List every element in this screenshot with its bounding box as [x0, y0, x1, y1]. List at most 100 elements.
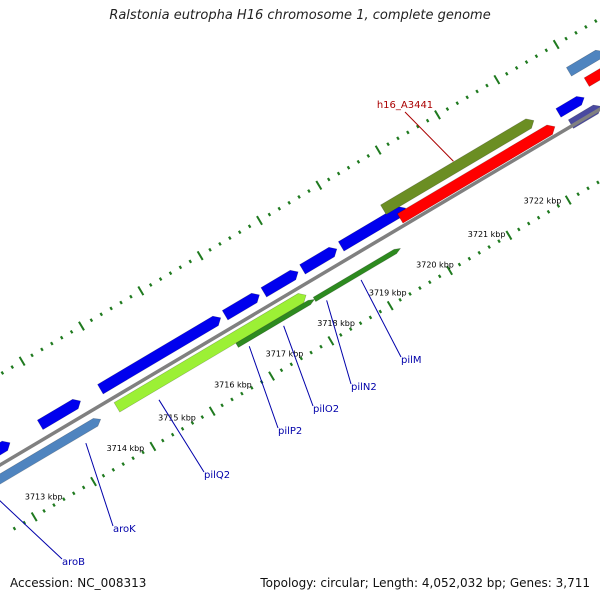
inner-guide-mark — [149, 441, 157, 452]
outer-guide-mark — [196, 250, 204, 261]
gene-label-leader — [248, 346, 279, 429]
outer-guide-mark — [40, 347, 44, 352]
scale-tick-label: 3720 kbp — [416, 260, 454, 269]
outer-guide-mark — [396, 136, 400, 141]
outer-guide-mark — [524, 60, 529, 65]
outer-guide-mark — [59, 335, 64, 340]
inner-guide-mark — [505, 230, 513, 241]
outer-guide-mark — [307, 189, 311, 194]
outer-guide-mark — [445, 107, 450, 111]
inner-guide-mark — [526, 221, 531, 226]
pilP2-gene — [235, 299, 316, 348]
inner-guide-mark — [279, 368, 284, 373]
outer-guide-mark — [109, 306, 113, 311]
inner-guide-mark — [398, 297, 402, 302]
outer-guide-mark — [208, 247, 212, 252]
outer-guide-mark — [129, 294, 133, 299]
inner-guide-mark — [457, 262, 462, 267]
inner-guide-mark — [62, 497, 66, 502]
scale-tick-label: 3713 kbp — [25, 493, 63, 502]
inner-guide-mark — [386, 300, 394, 311]
inner-guide-mark — [477, 250, 482, 255]
inner-guide-mark — [299, 356, 303, 361]
inner-guide-mark — [576, 192, 580, 197]
outer-guide-mark — [374, 145, 382, 155]
inner-guide-mark — [111, 467, 116, 472]
outer-guide-mark — [148, 283, 153, 287]
gene-label: aroK — [113, 524, 136, 535]
gene-label: pilP2 — [278, 426, 302, 437]
outer-guide-mark — [277, 206, 282, 211]
gene-label: h16_A3441 — [377, 100, 433, 111]
inner-guide-mark — [556, 204, 561, 208]
gene-label-leader — [0, 500, 63, 560]
inner-guide-mark — [586, 186, 590, 191]
inner-guide-mark — [418, 286, 422, 290]
accession-text: Accession: NC_008313 — [10, 576, 147, 590]
outer-guide-mark — [336, 171, 341, 176]
cds-block — [0, 440, 11, 456]
outer-guide-mark — [584, 24, 588, 29]
inner-guide-mark — [170, 432, 175, 437]
outer-guide-mark — [514, 66, 519, 70]
scale-ticks: 3713 kbp 3714 kbp 3715 kbp 3716 kbp 3717 kbp… — [25, 197, 562, 502]
outer-guide-mark — [99, 312, 104, 317]
outer-guide-mark — [30, 353, 34, 358]
red-gene — [396, 124, 556, 224]
inner-guide-mark — [446, 265, 453, 276]
inner-guide-mark — [12, 526, 17, 531]
inner-guide-mark — [208, 406, 216, 417]
outer-guide-mark — [475, 89, 479, 94]
outer-guide-mark — [287, 200, 291, 205]
gene-label: pilN2 — [351, 382, 377, 393]
outer-guide-mark — [89, 318, 94, 323]
gene-label-leader — [85, 442, 114, 527]
h16_A3441-gene — [380, 118, 535, 215]
outer-guide-mark — [50, 341, 54, 346]
cds-block — [555, 96, 585, 118]
outer-guide-mark — [465, 95, 469, 100]
scale-tick-label: 3722 kbp — [524, 197, 562, 206]
inner-guide-mark — [497, 239, 501, 244]
outer-guide-mark — [406, 130, 410, 135]
inner-guide-mark — [250, 385, 254, 390]
outer-guide-mark — [574, 30, 578, 35]
outer-guide-mark — [386, 142, 390, 147]
cds-block — [36, 398, 81, 431]
outer-guide-mark — [564, 36, 568, 41]
inner-guide-mark — [339, 333, 343, 337]
inner-guide-mark — [348, 327, 353, 332]
inner-guide-mark — [428, 280, 432, 285]
inner-guide-mark — [30, 511, 38, 522]
scale-tick-label: 3717 kbp — [266, 350, 304, 359]
inner-guide-mark — [437, 274, 442, 279]
outer-guide-mark — [18, 356, 26, 367]
gene-label: pilQ2 — [204, 470, 230, 481]
gene-features — [0, 49, 600, 485]
outer-guide-mark — [504, 71, 509, 76]
outer-guide-mark — [326, 177, 331, 182]
outer-guide-mark — [69, 329, 74, 334]
edge-red-gene — [583, 68, 600, 87]
cds-block — [260, 269, 299, 298]
scale-tick-label: 3718 kbp — [317, 319, 355, 328]
inner-guide-mark — [368, 315, 373, 320]
outer-guide-mark — [158, 277, 163, 282]
outer-guide-mark — [228, 236, 232, 240]
gene-label: pilO2 — [313, 404, 339, 415]
gene-label: aroB — [62, 557, 85, 568]
outer-guide-mark — [534, 54, 539, 59]
dotted-guide-tracks — [0, 19, 600, 531]
gene-label-leader — [360, 279, 402, 358]
inner-guide-mark — [220, 403, 224, 408]
gene-label-leader — [404, 111, 454, 162]
scale-tick-label: 3719 kbp — [369, 289, 407, 298]
inner-guide-mark — [90, 476, 97, 487]
inner-guide-mark — [309, 350, 313, 355]
inner-guide-mark — [230, 397, 234, 402]
aroB-aroK-gene — [0, 418, 102, 485]
inner-guide-mark — [240, 391, 244, 396]
outer-guide-mark — [485, 83, 489, 88]
outer-guide-mark — [493, 74, 501, 85]
inner-guide-mark — [358, 321, 363, 326]
